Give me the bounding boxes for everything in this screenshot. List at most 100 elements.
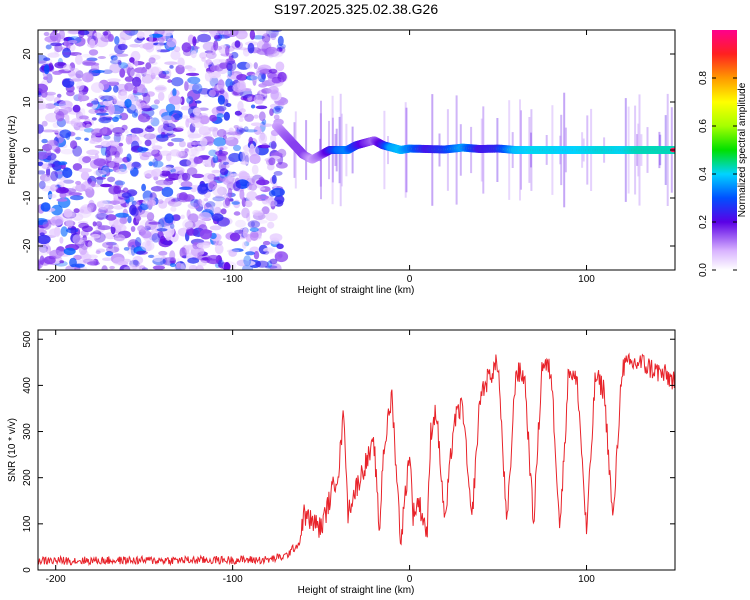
spectrogram-noise-cell [152, 42, 167, 46]
snr-x-label: Height of straight line (km) [298, 585, 415, 596]
spectrogram-noise-cell [198, 126, 212, 136]
spectrogram-noise-cell [259, 226, 267, 233]
spectrogram-noise-cell [39, 255, 45, 265]
spectrogram-noise-cell [197, 183, 209, 195]
spectrogram-noise-cell [119, 217, 127, 224]
spectrogram-noise-cell [244, 129, 258, 133]
spectrogram-noise-cell [60, 148, 75, 155]
spectrogram-noise-cell [197, 259, 207, 267]
spectrogram-noise-cell [180, 148, 186, 157]
spectrogram-noise-cell [52, 70, 63, 75]
spectrogram-noise-cell [50, 170, 58, 182]
spectrogram-noise-cell [190, 50, 197, 59]
spectrogram-noise-cell [184, 245, 199, 255]
spectrogram-noise-cell [115, 224, 127, 232]
spectrogram-noise-cell [41, 163, 52, 170]
spectrogram-noise-cell [103, 135, 111, 140]
spectrogram-noise-cell [62, 167, 73, 179]
spectrogram-noise-cell [78, 168, 92, 173]
spectrogram-noise-cell [263, 48, 275, 55]
spectrogram-noise-cell [47, 193, 57, 199]
spectrogram-noise-cell [216, 240, 223, 246]
spectrogram-noise-cell [154, 84, 167, 93]
spectrogram-noise-cell [56, 93, 62, 98]
spectrogram-noise-cell [220, 208, 227, 215]
spectrogram-noise-cell [187, 257, 200, 264]
spectrogram-noise-cell [207, 254, 220, 261]
spectrogram-noise-cell [101, 265, 108, 270]
spectrogram-noise-cell [38, 244, 49, 253]
snr-y-label: SNR (10 * v/v) [7, 418, 18, 482]
spectrogram-noise-cell [87, 254, 98, 259]
spectrogram-noise-cell [250, 73, 262, 81]
spectrogram-noise-cell [43, 76, 48, 80]
spectrogram-noise-cell [112, 56, 122, 63]
spectrogram-noise-cell [258, 111, 266, 122]
spectrogram-noise-cell [141, 151, 153, 158]
spectrogram-noise-cell [115, 212, 129, 218]
spectrogram-noise-cell [247, 95, 253, 102]
spectrogram-noise-cell [217, 95, 225, 105]
spectrogram-noise-cell [77, 207, 92, 218]
spectrogram-noise-cell [144, 139, 152, 147]
spectrogram-noise-cell [134, 60, 139, 67]
spectrogram-noise-cell [141, 92, 148, 97]
spectrogram-noise-cell [269, 103, 281, 109]
spectrogram-noise-cell [84, 184, 93, 193]
spectrogram-noise-cell [211, 169, 221, 174]
spectrogram-noise-cell [100, 95, 114, 102]
spectrogram-noise-cell [199, 229, 212, 240]
spectrogram-noise-cell [274, 199, 284, 207]
spectrogram-noise-cell [114, 114, 123, 120]
spectrogram-noise-cell [82, 59, 96, 67]
spectrogram-noise-cell [173, 113, 183, 121]
spectrogram-noise-cell [94, 108, 107, 114]
spectrogram-noise-cell [102, 166, 110, 175]
spectrogram-noise-cell [238, 170, 248, 180]
spectrogram-noise-cell [132, 255, 144, 265]
spectrogram-noise-cell [186, 83, 200, 91]
spectrogram-noise-cell [188, 131, 194, 142]
spectrogram-noise-cell [130, 127, 144, 134]
spectrogram-noise-cell [172, 127, 184, 132]
spectrogram-noise-cell [243, 126, 249, 133]
spectrogram-noise-cell [48, 140, 59, 151]
spectrogram-noise-cell [63, 247, 76, 256]
spectrogram-noise-cell [164, 213, 174, 224]
spectrogram-noise-cell [159, 173, 168, 178]
spectrogram-noise-cell [242, 241, 247, 249]
spectrogram-noise-cell [181, 172, 191, 182]
spectrogram-noise-cell [56, 32, 61, 43]
spectrogram-noise-cell [148, 57, 156, 64]
spectrogram-noise-cell [47, 52, 60, 58]
spectrogram-noise-cell [70, 67, 79, 73]
spectrogram-noise-cell [100, 140, 112, 147]
spectrogram-noise-cell [108, 104, 115, 115]
spectrogram-noise-cell [250, 221, 255, 228]
spectrogram-noise-cell [240, 161, 249, 165]
spectrogram-noise-cell [41, 120, 48, 127]
spectrogram-noise-cell [266, 30, 279, 38]
spectrogram-noise-cell [258, 83, 268, 88]
spectrogram-noise-cell [262, 240, 271, 246]
spectrogram-noise-cell [59, 129, 72, 139]
spectrogram-noise-cell [155, 44, 162, 53]
spectrogram-noise-cell [62, 47, 72, 58]
spectrogram-noise-cell [201, 56, 206, 62]
spectrogram-noise-cell [133, 201, 141, 207]
spectrogram-noise-cell [217, 30, 224, 35]
spectrogram-noise-cell [70, 140, 78, 150]
spectrogram-noise-cell [202, 161, 208, 166]
spectrogram-noise-cell [150, 117, 160, 127]
spectrogram-noise-cell [55, 110, 65, 122]
spectrogram-noise-cell [211, 84, 226, 91]
spectrogram-streak [383, 110, 386, 190]
spectrogram-noise-cell [252, 35, 265, 40]
spectrogram-noise-cell [211, 213, 224, 222]
spectrogram-x-label: Height of straight line (km) [298, 285, 415, 296]
spectrogram-noise-cell [234, 40, 241, 48]
spectrogram-noise-cell [43, 256, 56, 265]
spectrogram-noise-cell [125, 134, 133, 145]
spectrogram-noise-cell [202, 172, 215, 183]
spectrogram-noise-cell [45, 93, 55, 102]
